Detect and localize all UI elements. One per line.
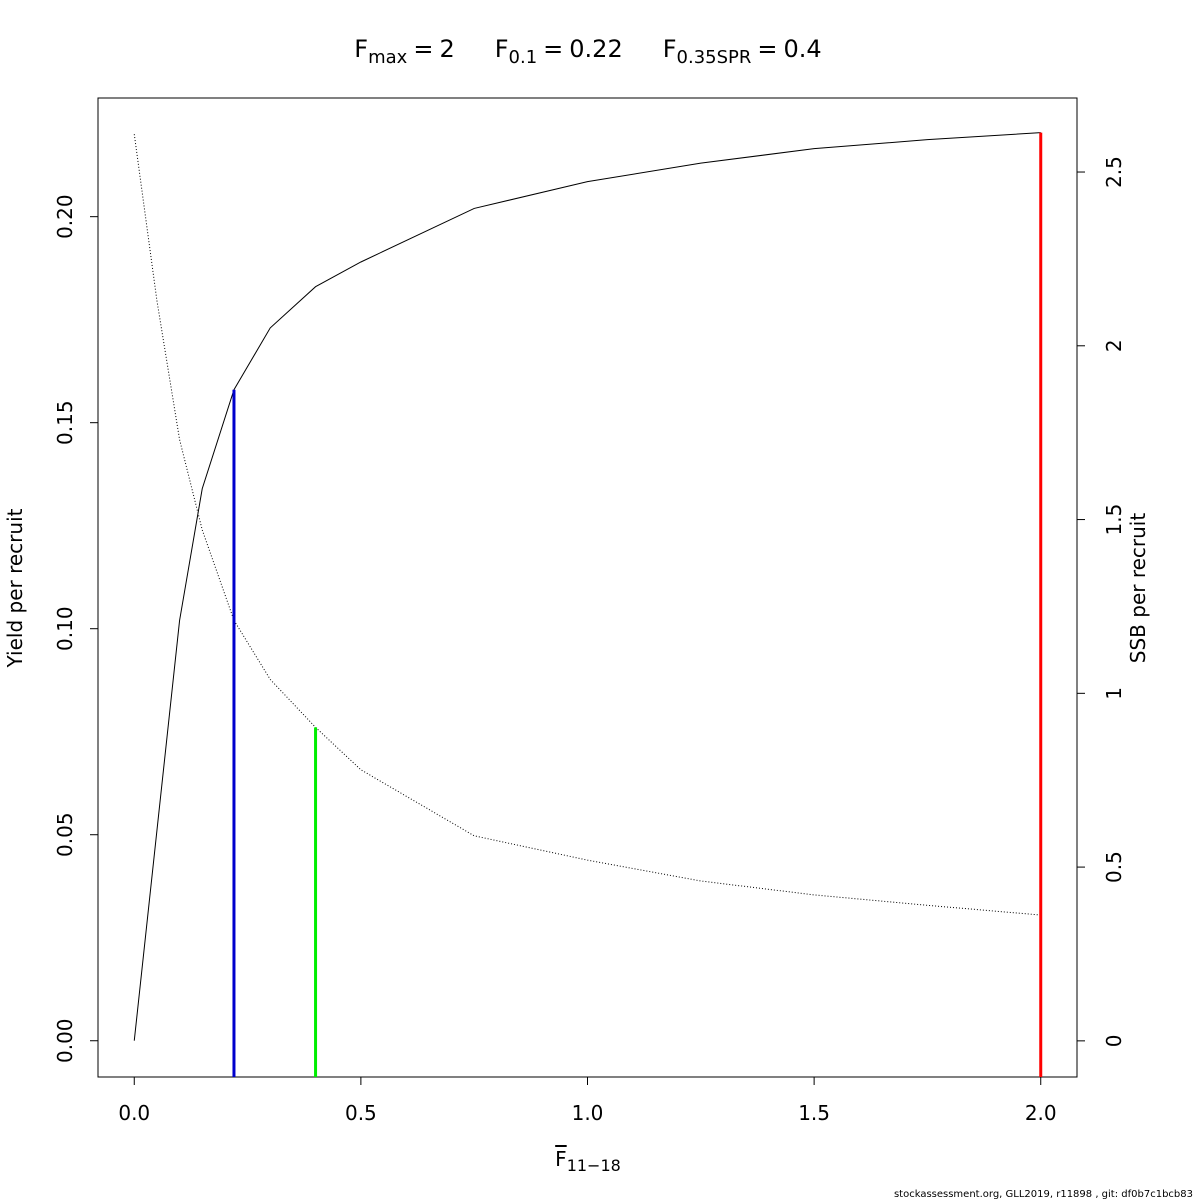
chart-title: Fmax = 2 F0.1 = 0.22 F0.35SPR = 0.4 — [354, 35, 821, 68]
title-relation: = — [757, 35, 777, 63]
title-symbol: F — [495, 35, 509, 63]
title-value: 0.22 — [569, 35, 622, 63]
y-axis-label: Yield per recruit — [3, 508, 27, 668]
title-relation: = — [413, 35, 433, 63]
x-tick-label: 0.5 — [345, 1101, 377, 1125]
y2-tick-label: 0.5 — [1102, 851, 1126, 883]
y2-tick-label: 1.5 — [1102, 504, 1126, 536]
plot-frame — [97, 97, 1078, 1078]
y2-tick-label: 0 — [1102, 1034, 1126, 1047]
title-subscript: 0.35SPR — [677, 47, 752, 68]
title-value: 0.4 — [784, 35, 822, 63]
y2-tick-label: 1 — [1102, 687, 1126, 700]
y-tick-label: 0.10 — [53, 606, 77, 651]
title-symbol: F — [354, 35, 368, 63]
data-line — [133, 134, 1041, 916]
y-tick-label: 0.15 — [53, 400, 77, 445]
x-tick-label: 2.0 — [1025, 1101, 1057, 1125]
footer: stockassessment.org, GLL2019, r11898 , g… — [894, 1189, 1193, 1200]
y2-tick-label: 2.5 — [1102, 156, 1126, 188]
x-tick-label: 1.5 — [798, 1101, 830, 1125]
y-tick-label: 0.05 — [53, 812, 77, 857]
y2-tick-label: 2 — [1102, 339, 1126, 352]
title-relation: = — [543, 35, 563, 63]
x-label-subscript: 11−18 — [567, 1156, 621, 1175]
x-tick-label: 0.0 — [118, 1101, 150, 1125]
y-tick-label: 0.20 — [53, 194, 77, 239]
y-tick-label: 0.00 — [53, 1018, 77, 1063]
data-line — [133, 132, 1041, 1041]
title-subscript: 0.1 — [509, 47, 538, 68]
title-value: 2 — [439, 35, 454, 63]
x-axis-label: F11−18 — [555, 1147, 621, 1175]
y2-axis-label: SSB per recruit — [1126, 513, 1150, 664]
x-tick-label: 1.0 — [572, 1101, 604, 1125]
x-label-symbol: F — [555, 1147, 567, 1171]
title-symbol: F — [663, 35, 677, 63]
title-subscript: max — [368, 47, 408, 68]
